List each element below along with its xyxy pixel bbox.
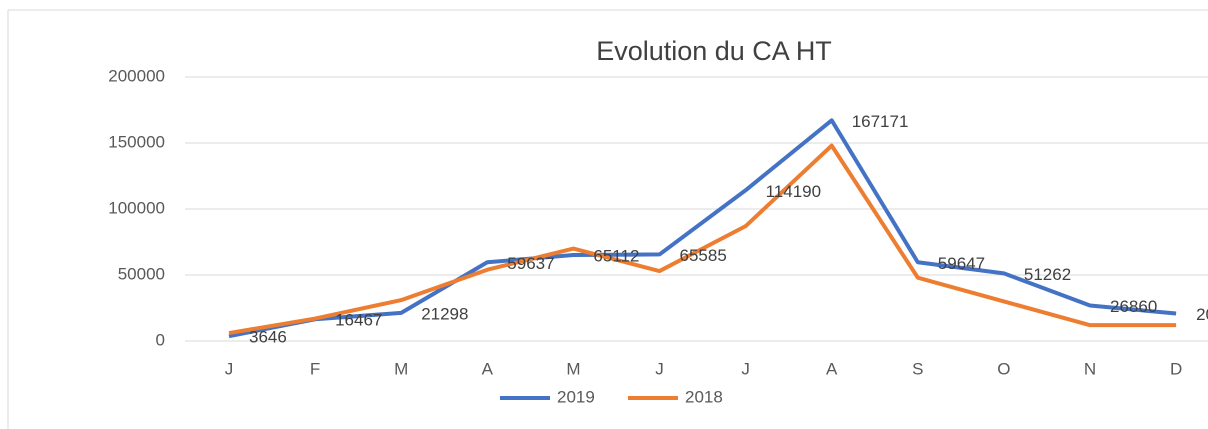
data-label: 21298 (421, 304, 468, 323)
x-tick-label: M (394, 359, 408, 378)
series-line (228, 143, 1177, 336)
y-tick-label: 50000 (118, 264, 165, 283)
x-tick-label: A (482, 359, 494, 378)
x-tick-label: F (310, 359, 320, 378)
x-tick-label: A (826, 359, 838, 378)
x-tick-label: M (566, 359, 580, 378)
data-label: 20819 (1196, 305, 1208, 324)
legend-label: 2018 (685, 387, 723, 406)
x-tick-label: D (1170, 359, 1182, 378)
data-label: 16467 (335, 311, 382, 330)
data-label: 26860 (1110, 297, 1157, 316)
x-tick-label: N (1084, 359, 1096, 378)
y-tick-label: 200000 (108, 66, 165, 85)
x-tick-label: J (225, 359, 234, 378)
x-tick-label: S (912, 359, 923, 378)
data-label: 51262 (1024, 265, 1071, 284)
x-tick-label: J (741, 359, 750, 378)
data-label: 3646 (249, 328, 287, 347)
x-tick-label: O (997, 359, 1010, 378)
data-label: 65585 (680, 246, 727, 265)
y-tick-label: 100000 (108, 198, 165, 217)
y-tick-label: 0 (156, 330, 165, 349)
chart-title: Evolution du CA HT (596, 36, 832, 66)
data-label: 167171 (852, 112, 909, 131)
y-tick-label: 150000 (108, 132, 165, 151)
data-label: 114190 (766, 182, 821, 201)
x-tick-label: J (655, 359, 664, 378)
legend-label: 2019 (557, 387, 595, 406)
data-label: 59647 (938, 254, 985, 273)
data-label: 59637 (507, 254, 554, 273)
data-label: 65112 (593, 247, 639, 266)
series-line (228, 118, 1177, 339)
